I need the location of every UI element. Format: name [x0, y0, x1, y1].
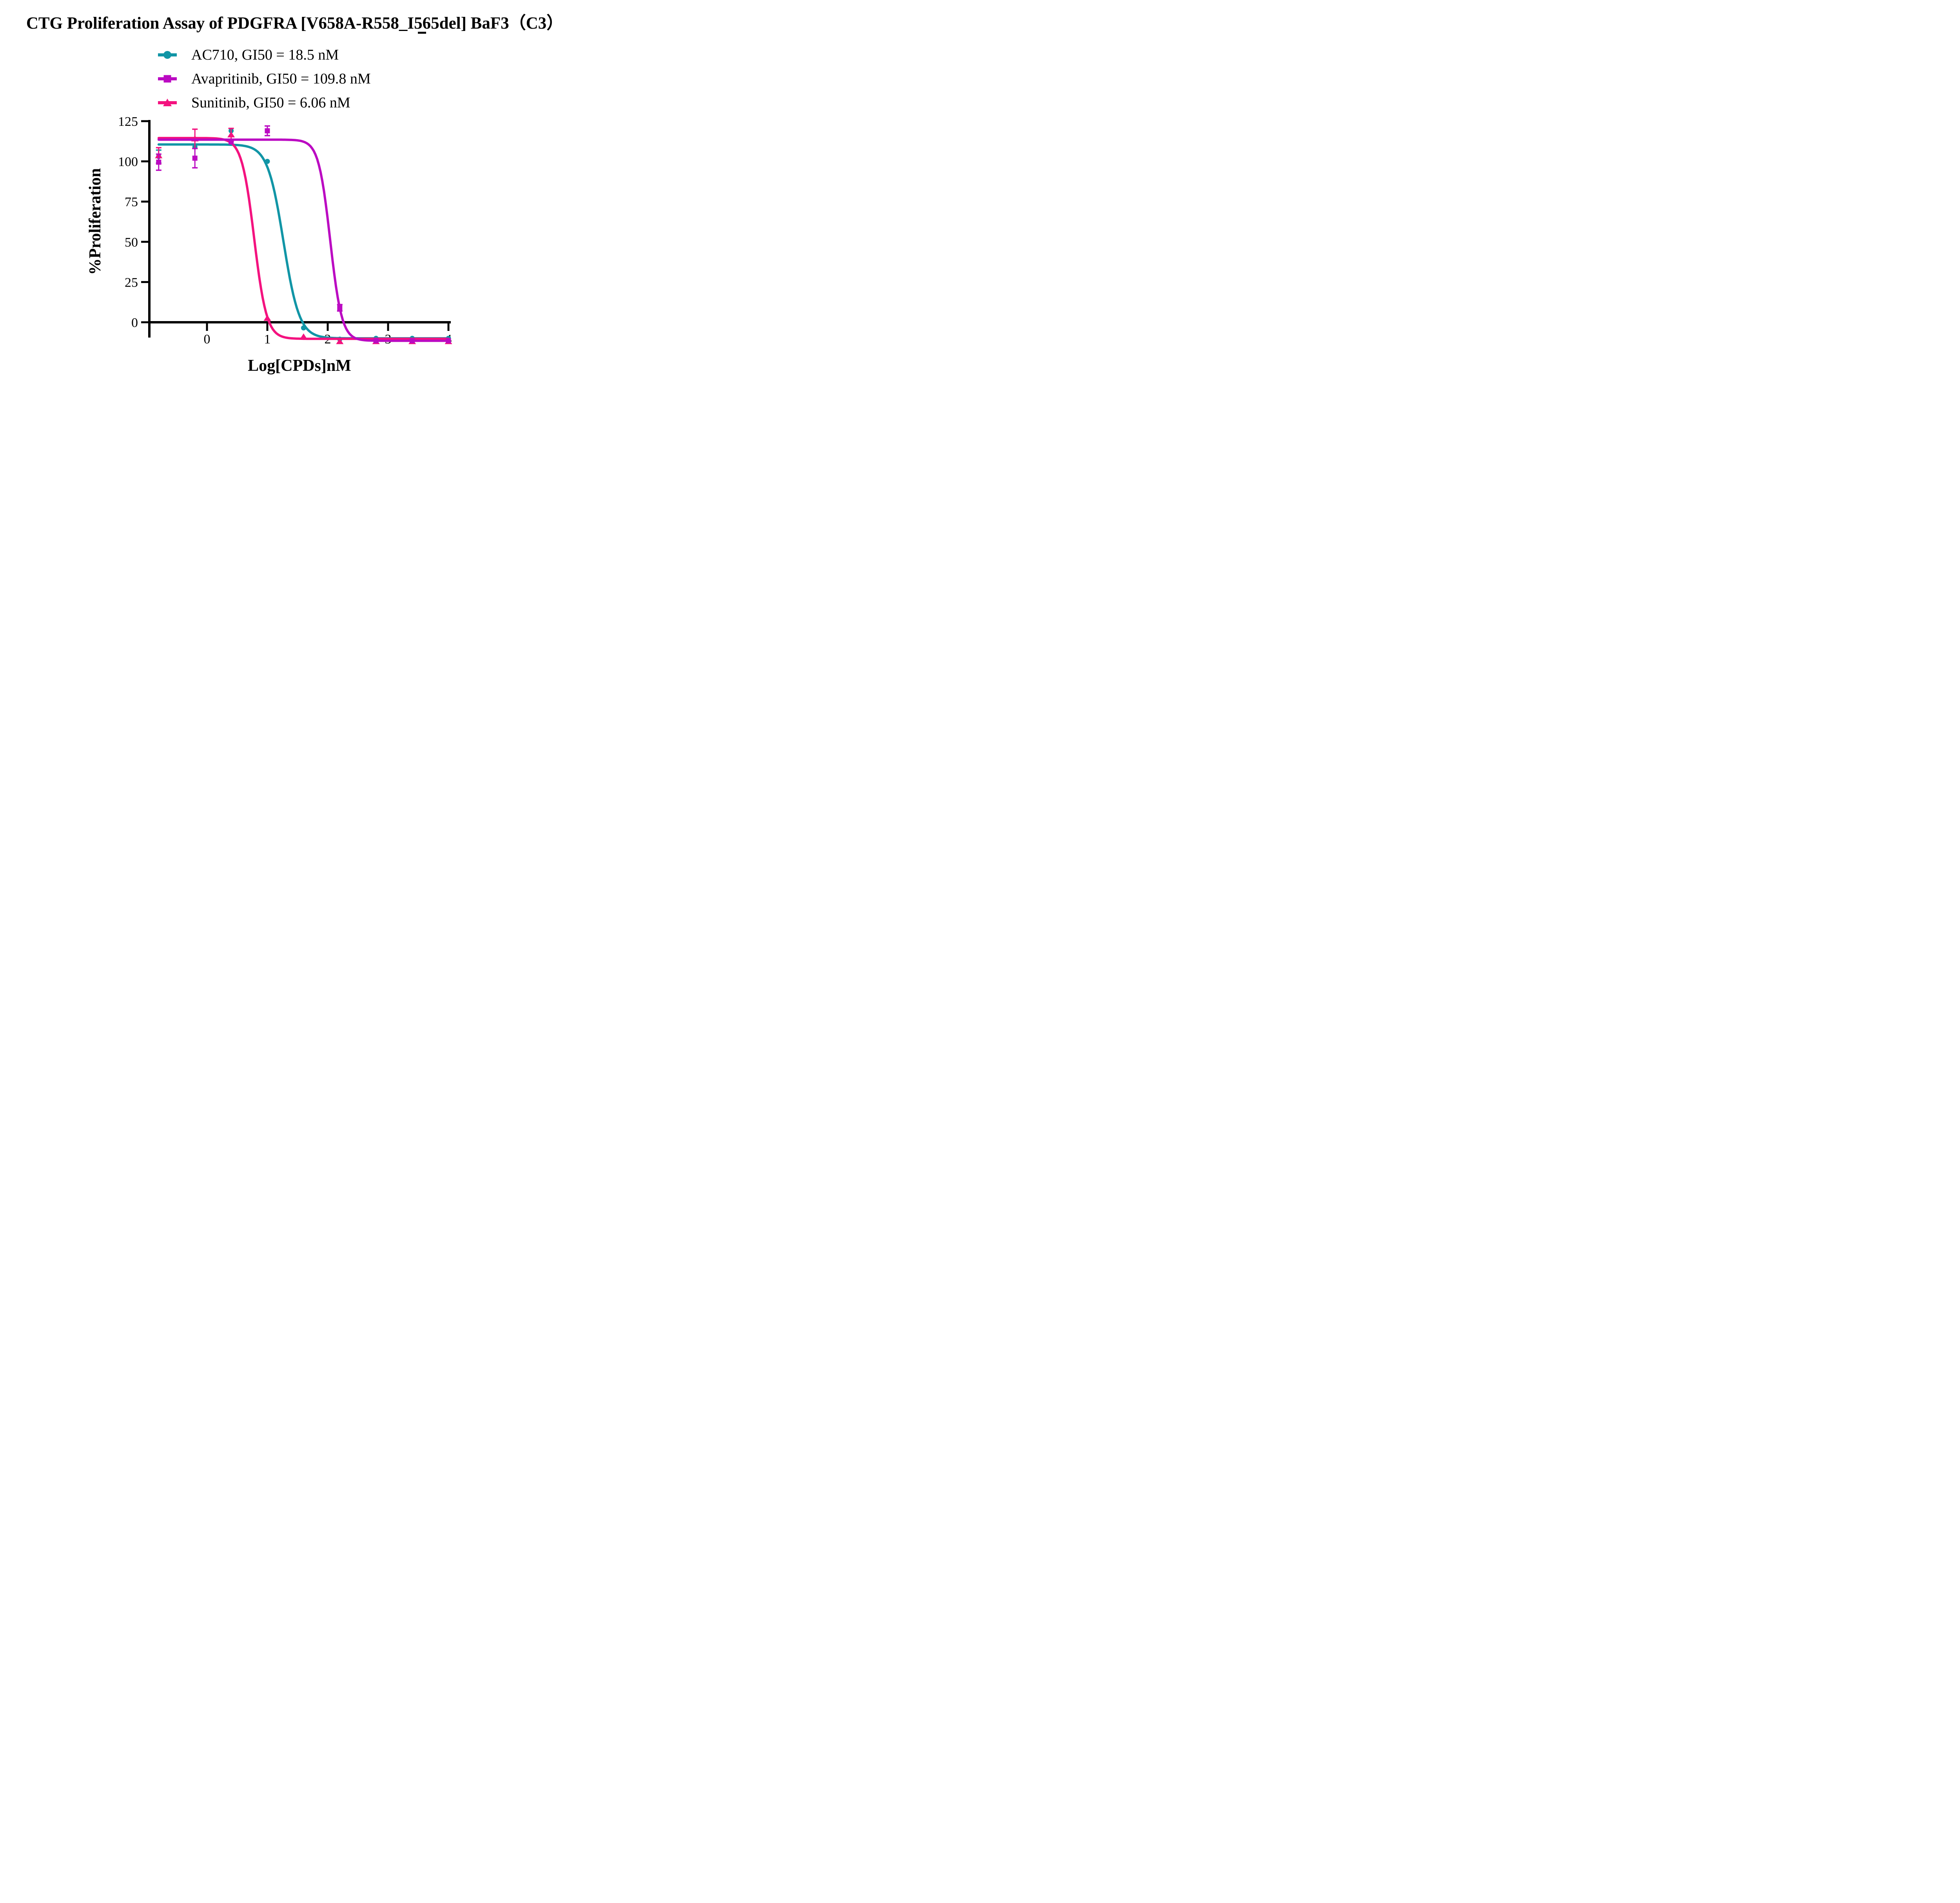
avapritinib-point — [192, 155, 198, 161]
figure: CTG Proliferation Assay of PDGFRA [V658A… — [0, 0, 590, 381]
ac710-point — [301, 325, 306, 330]
legend-item-ac710: AC710, GI50 = 18.5 nM — [158, 44, 371, 66]
plot-area: 025507510012501234Log[CPDs]nM%Proliferat… — [86, 114, 452, 375]
ac710-circle-marker-icon — [158, 50, 177, 60]
y-tick-label: 75 — [125, 195, 138, 209]
avapritinib-fit-curve — [157, 138, 450, 342]
y-tick-label: 100 — [118, 155, 138, 169]
avapritinib-point — [446, 338, 451, 343]
sunitinib-triangle-marker-icon — [158, 98, 177, 108]
y-tick-label: 25 — [125, 275, 138, 290]
ac710-legend-glyph — [158, 51, 177, 59]
x-tick — [206, 323, 208, 331]
sunitinib-point — [336, 338, 344, 344]
x-tick — [387, 323, 389, 331]
legend-item-sunitinib: Sunitinib, GI50 = 6.06 nM — [158, 92, 371, 114]
x-tick-label: 1 — [264, 332, 271, 347]
y-tick — [141, 200, 148, 203]
x-axis-line — [148, 321, 451, 323]
y-tick — [141, 281, 148, 283]
y-tick — [141, 321, 148, 323]
sunitinib-legend-glyph — [158, 98, 177, 106]
x-axis-title: Log[CPDs]nM — [248, 357, 351, 375]
legend-label-avapritinib: Avapritinib, GI50 = 109.8 nM — [191, 71, 371, 87]
x-tick — [327, 323, 329, 331]
avapritinib-point — [410, 338, 415, 343]
x-tick-label: 0 — [204, 332, 211, 347]
y-tick — [141, 160, 148, 163]
sunitinib-point — [263, 315, 271, 321]
avapritinib-point — [265, 128, 270, 134]
underscore-artifact — [418, 32, 426, 34]
legend-label-ac710: AC710, GI50 = 18.5 nM — [191, 47, 339, 63]
x-tick — [447, 323, 450, 331]
y-tick-label: 125 — [118, 114, 138, 129]
chart-title: CTG Proliferation Assay of PDGFRA [V658A… — [26, 14, 564, 33]
ac710-point — [265, 159, 270, 164]
legend-label-sunitinib: Sunitinib, GI50 = 6.06 nM — [191, 94, 350, 111]
legend-item-avapritinib: Avapritinib, GI50 = 109.8 nM — [158, 68, 371, 90]
avapritinib-point — [156, 160, 162, 165]
avapritinib-legend-glyph — [158, 75, 177, 83]
y-tick-label: 50 — [125, 235, 138, 250]
legend: AC710, GI50 = 18.5 nM Avapritinib, GI50 … — [158, 44, 371, 116]
sunitinib-point — [227, 131, 235, 138]
y-axis-title: %Proliferation — [86, 168, 104, 275]
sunitinib-fit-curve — [157, 137, 450, 340]
avapritinib-point — [337, 305, 343, 311]
avapritinib-point — [229, 139, 234, 145]
y-tick — [141, 120, 148, 122]
y-tick-label: 0 — [131, 316, 138, 330]
avapritinib-square-marker-icon — [158, 74, 177, 84]
ac710-fit-curve — [157, 143, 450, 340]
sunitinib-point — [299, 333, 307, 340]
y-axis-line — [148, 120, 151, 338]
y-tick — [141, 241, 148, 243]
x-tick — [266, 323, 269, 331]
avapritinib-point — [373, 338, 379, 343]
